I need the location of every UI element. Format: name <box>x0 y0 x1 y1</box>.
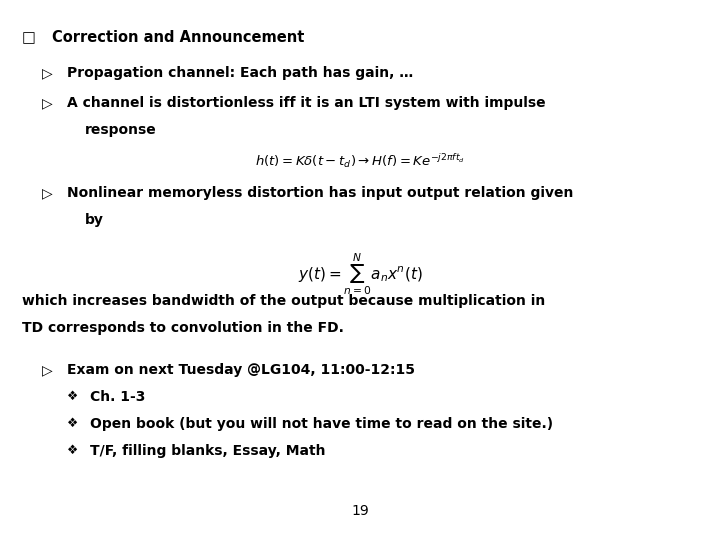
Text: $y(t) = \sum_{n=0}^{N} a_n x^n(t)$: $y(t) = \sum_{n=0}^{N} a_n x^n(t)$ <box>297 251 423 296</box>
Text: ▷: ▷ <box>42 96 53 110</box>
Text: □: □ <box>22 30 35 45</box>
Text: ❖: ❖ <box>67 417 78 430</box>
Text: Ch. 1-3: Ch. 1-3 <box>90 390 145 404</box>
Text: T/F, filling blanks, Essay, Math: T/F, filling blanks, Essay, Math <box>90 444 325 458</box>
Text: TD corresponds to convolution in the FD.: TD corresponds to convolution in the FD. <box>22 321 343 335</box>
Text: Open book (but you will not have time to read on the site.): Open book (but you will not have time to… <box>90 417 553 431</box>
Text: ❖: ❖ <box>67 444 78 457</box>
Text: Propagation channel: Each path has gain, …: Propagation channel: Each path has gain,… <box>67 66 413 80</box>
Text: ❖: ❖ <box>67 390 78 403</box>
Text: ▷: ▷ <box>42 186 53 200</box>
Text: Nonlinear memoryless distortion has input output relation given: Nonlinear memoryless distortion has inpu… <box>67 186 573 200</box>
Text: A channel is distortionless iff it is an LTI system with impulse: A channel is distortionless iff it is an… <box>67 96 546 110</box>
Text: 19: 19 <box>351 504 369 518</box>
Text: $h(t) = K\delta(t - t_d) \rightarrow H(f) = Ke^{-j2\pi ft_d}$: $h(t) = K\delta(t - t_d) \rightarrow H(f… <box>255 152 465 170</box>
Text: Exam on next Tuesday @LG104, 11:00-12:15: Exam on next Tuesday @LG104, 11:00-12:15 <box>67 363 415 377</box>
Text: which increases bandwidth of the output because multiplication in: which increases bandwidth of the output … <box>22 294 545 308</box>
Text: Correction and Announcement: Correction and Announcement <box>52 30 305 45</box>
Text: by: by <box>85 213 104 227</box>
Text: ▷: ▷ <box>42 66 53 80</box>
Text: ▷: ▷ <box>42 363 53 377</box>
Text: response: response <box>85 123 157 137</box>
